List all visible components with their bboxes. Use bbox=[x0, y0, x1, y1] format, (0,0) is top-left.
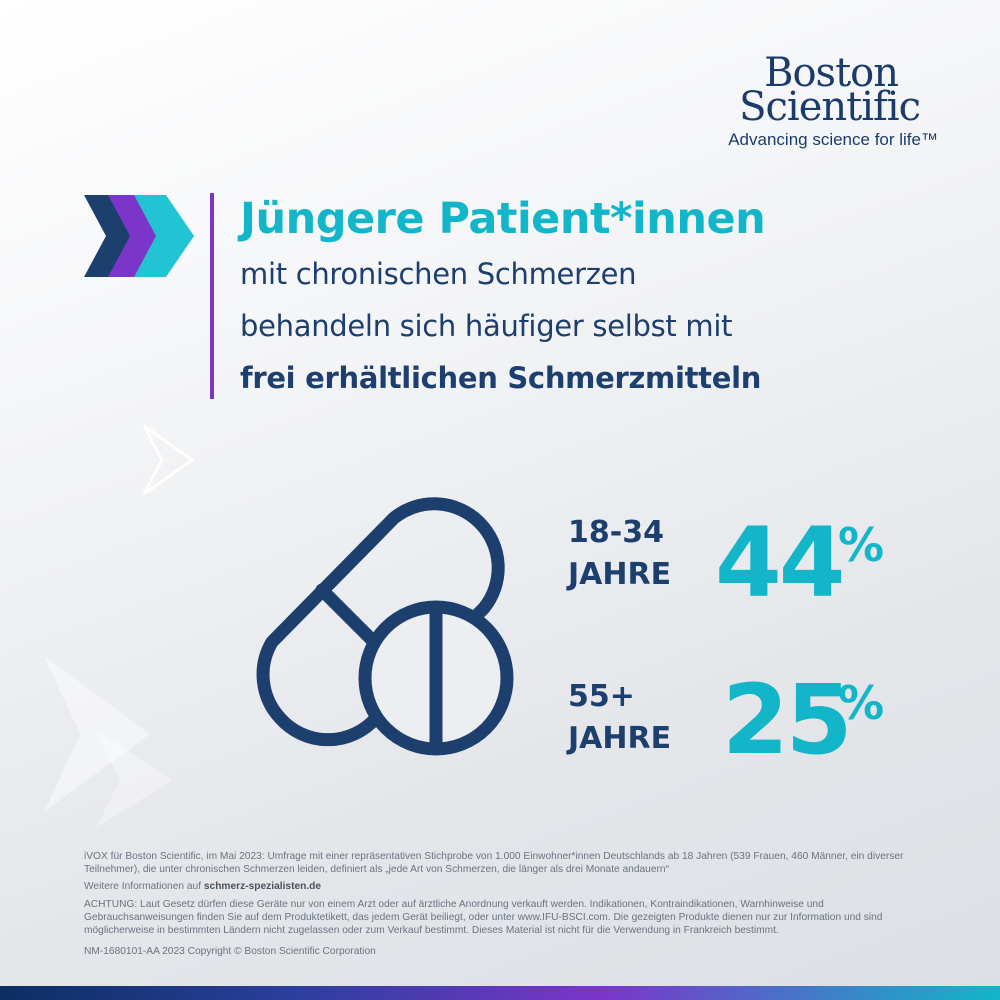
legal-warning: ACHTUNG: Laut Gesetz dürfen diese Geräte… bbox=[84, 899, 883, 936]
source-note: iVOX für Boston Scientific, im Mai 2023:… bbox=[84, 851, 904, 875]
brand-tagline: Advancing science for life™ bbox=[728, 130, 938, 149]
stat-age-unit: JAHRE bbox=[568, 721, 672, 756]
stat-age-group-label: 55+ JAHRE bbox=[568, 676, 671, 760]
headline-line-1: mit chronischen Schmerzen bbox=[240, 257, 637, 291]
chevron-arrows-icon bbox=[84, 195, 194, 277]
stat-percent-sign: % bbox=[838, 676, 885, 730]
headline: Jüngere Patient*innen mit chronischen Sc… bbox=[240, 190, 766, 404]
more-info-link[interactable]: schmerz-spezialisten.de bbox=[203, 881, 322, 892]
boston-scientific-logo: Boston Scientific Advancing science for … bbox=[728, 50, 938, 150]
brand-name-line1: Boston bbox=[764, 50, 899, 96]
stat-age-range: 18-34 bbox=[568, 515, 664, 550]
footer-disclaimer: iVOX für Boston Scientific, im Mai 2023:… bbox=[84, 850, 914, 962]
headline-line-2: behandeln sich häufiger selbst mit bbox=[240, 309, 733, 343]
pill-capsule-icon bbox=[256, 497, 514, 756]
more-info: Weitere Informationen auf schmerz-spezia… bbox=[84, 880, 914, 893]
brand-name: Boston Scientific bbox=[728, 50, 921, 130]
stat-percentage-value: 25 bbox=[722, 664, 853, 776]
stat-percentage-value: 44 bbox=[715, 507, 846, 619]
headline-line-3: frei erhältlichen Schmerzmitteln bbox=[240, 361, 762, 395]
more-info-prefix: Weitere Informationen auf bbox=[84, 881, 204, 892]
stat-percent-sign: % bbox=[838, 518, 885, 572]
headline-divider bbox=[210, 193, 214, 399]
stat-age-group-label: 18-34 JAHRE bbox=[568, 512, 671, 596]
stat-age-unit: JAHRE bbox=[568, 557, 672, 592]
background-chevron-icon bbox=[142, 424, 195, 496]
gradient-bottom-bar bbox=[0, 986, 1000, 1000]
headline-title: Jüngere Patient*innen bbox=[240, 194, 766, 244]
brand-name-line2: Scientific bbox=[739, 84, 921, 130]
copyright-note: NM-1680101-AA 2023 Copyright © Boston Sc… bbox=[84, 946, 376, 957]
stat-age-range: 55+ bbox=[568, 679, 635, 714]
background-chevron-icon bbox=[44, 656, 172, 828]
